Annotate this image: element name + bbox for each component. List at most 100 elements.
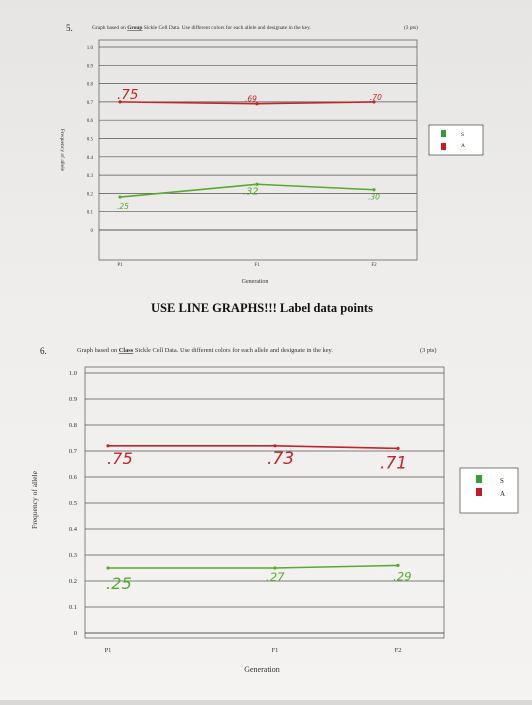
x-tick-label: F2 xyxy=(371,263,377,268)
data-label-green: .25 xyxy=(106,574,132,593)
y-tick-label: 0.1 xyxy=(87,211,94,216)
chart-6-legend: S A xyxy=(459,467,519,514)
data-label-green: .30 xyxy=(368,193,380,202)
data-point-red xyxy=(273,444,277,448)
x-tick-label: P1 xyxy=(117,263,123,268)
chart-6-frame xyxy=(84,366,445,639)
data-point-green xyxy=(396,563,400,568)
y-tick-label: 0.5 xyxy=(69,500,77,507)
y-tick-label: 0.1 xyxy=(69,604,77,611)
question-5-prompt-prefix: Graph based on xyxy=(92,25,127,31)
y-tick-label: 0.3 xyxy=(69,552,77,559)
data-point-green xyxy=(255,182,259,186)
data-point-red xyxy=(396,446,400,450)
y-tick-label: 0 xyxy=(74,630,77,637)
chart-6-gridlines xyxy=(85,372,444,634)
question-6-number: 6. xyxy=(40,346,47,356)
legend-6-box xyxy=(459,467,519,514)
chart-5-y-axis-label: Frequency of allele xyxy=(59,129,66,172)
legend-6-swatch-a xyxy=(476,488,482,496)
chart-5-series xyxy=(118,100,376,199)
legend-5-box xyxy=(428,124,484,156)
data-point-green xyxy=(273,566,277,570)
question-5-prompt-suffix: Sickle Cell Data. Use different colors f… xyxy=(142,24,310,31)
chart-5-legend: S A xyxy=(428,124,484,156)
y-tick-label: 0.7 xyxy=(69,448,78,455)
y-tick-label: 0.6 xyxy=(87,119,94,124)
data-label-red: .73 xyxy=(267,449,294,469)
chart-5-data-labels: .75 .69 .70 .25 .32 .30 xyxy=(117,87,382,211)
data-label-green: .32 xyxy=(243,186,259,197)
data-label-red: .70 xyxy=(370,93,382,102)
chart-6-y-axis-label: Frequency of allele xyxy=(30,470,39,529)
chart-6: 0 0.1 0.2 0.3 0.4 0.5 0.6 0.7 0.8 0.9 1.0 P1 F1 F2 .… xyxy=(30,366,519,674)
legend-5-swatch-s xyxy=(441,130,446,137)
legend-5-swatch-a xyxy=(441,143,446,150)
y-tick-label: 0.9 xyxy=(87,64,94,69)
chart-6-x-axis-label: Generation xyxy=(244,665,280,674)
chart-5-gridlines xyxy=(99,46,417,231)
series-line-green xyxy=(107,564,399,569)
question-6: 6. Graph based on Class Sickle Cell Data… xyxy=(40,346,437,356)
data-point-green xyxy=(372,188,376,192)
question-6-prompt-prefix: Graph based on xyxy=(77,347,119,354)
data-point-red xyxy=(255,102,259,106)
y-tick-label: 0.7 xyxy=(87,101,94,106)
data-label-green: .25 xyxy=(117,202,129,211)
data-point-green xyxy=(106,566,110,570)
y-tick-label: 0.4 xyxy=(87,156,94,161)
data-label-red: .75 xyxy=(117,87,138,103)
y-tick-label: 0.5 xyxy=(87,138,94,143)
y-tick-label: 0.6 xyxy=(69,474,78,481)
y-tick-label: 0.2 xyxy=(69,578,77,585)
legend-6-label-a: A xyxy=(500,490,505,498)
chart-6-series xyxy=(106,444,400,570)
question-5-number: 5. xyxy=(66,23,73,33)
data-point-red xyxy=(372,100,376,104)
question-6-points: (3 pts) xyxy=(420,347,437,354)
legend-5-label-a: A xyxy=(461,143,465,149)
y-tick-label: 0.8 xyxy=(69,422,77,429)
question-5-prompt-emph: Group xyxy=(127,25,142,31)
chart-5-x-axis-label: Generation xyxy=(242,279,269,285)
chart-5: 0 0.1 0.2 0.3 0.4 0.5 0.6 0.7 0.8 0.9 1.0 P1 F1 F2 .… xyxy=(59,39,484,285)
y-tick-label: 0.2 xyxy=(87,192,94,197)
question-6-prompt: Graph based on Class Sickle Cell Data. U… xyxy=(77,347,333,354)
data-label-green: .29 xyxy=(393,569,412,583)
data-label-red: .71 xyxy=(380,453,407,473)
data-point-red xyxy=(118,100,122,104)
y-tick-label: 0.8 xyxy=(87,83,94,88)
chart-5-x-tick-labels: P1 F1 F2 xyxy=(117,263,377,268)
data-label-red: .75 xyxy=(107,449,133,468)
data-label-red: .69 xyxy=(245,95,257,104)
data-label-green: .27 xyxy=(266,570,285,584)
chart-6-y-tick-labels: 0 0.1 0.2 0.3 0.4 0.5 0.6 0.7 0.8 0.9 1.0 xyxy=(69,370,78,637)
data-point-red xyxy=(106,444,110,448)
y-tick-label: 0.4 xyxy=(69,526,78,533)
chart-6-data-labels: .75 .73 .71 .25 .27 .29 xyxy=(106,449,412,593)
y-tick-label: 1.0 xyxy=(87,46,94,51)
chart-6-x-tick-labels: P1 F1 F2 xyxy=(105,647,402,654)
series-line-red xyxy=(107,444,399,450)
data-point-green xyxy=(118,195,122,199)
question-6-prompt-emph: Class xyxy=(119,347,134,354)
legend-6-swatch-s xyxy=(476,475,482,483)
y-tick-label: 0.3 xyxy=(87,174,94,179)
question-5-points: (3 pts) xyxy=(404,24,418,31)
y-tick-label: 0 xyxy=(91,229,94,234)
question-6-prompt-suffix: Sickle Cell Data. Use different colors f… xyxy=(133,347,333,354)
instruction-text: USE LINE GRAPHS!!! Label data points xyxy=(151,301,373,315)
question-5-prompt: Graph based on Group Sickle Cell Data. U… xyxy=(92,24,311,31)
x-tick-label: F1 xyxy=(254,263,260,268)
x-tick-label: P1 xyxy=(105,647,112,654)
x-tick-label: F1 xyxy=(272,647,279,654)
y-tick-label: 1.0 xyxy=(69,370,77,377)
y-tick-label: 0.9 xyxy=(69,396,77,403)
chart-5-y-tick-labels: 0 0.1 0.2 0.3 0.4 0.5 0.6 0.7 0.8 0.9 1.0 xyxy=(87,46,94,234)
x-tick-label: F2 xyxy=(395,647,402,654)
legend-5-label-s: S xyxy=(461,132,464,138)
question-5: 5. Graph based on Group Sickle Cell Data… xyxy=(66,23,418,33)
legend-6-label-s: S xyxy=(500,477,504,485)
